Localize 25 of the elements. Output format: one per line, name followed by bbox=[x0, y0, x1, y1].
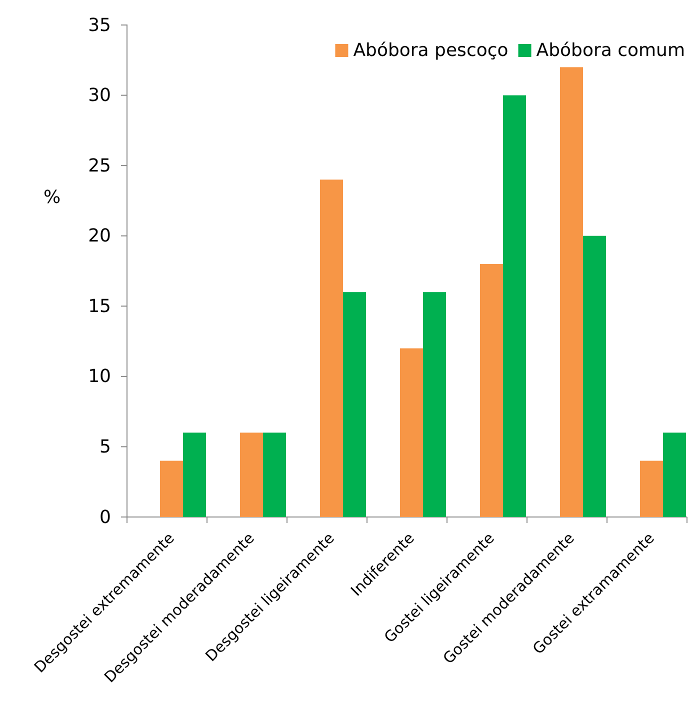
bar bbox=[160, 460, 183, 517]
y-tick-label: 15 bbox=[88, 296, 111, 317]
bar bbox=[560, 67, 583, 517]
bar bbox=[400, 348, 423, 517]
y-tick-label: 25 bbox=[88, 155, 111, 176]
y-tick-label: 0 bbox=[100, 506, 111, 528]
bar bbox=[263, 432, 286, 517]
bar bbox=[183, 432, 206, 517]
y-tick-label: 30 bbox=[88, 85, 111, 106]
y-tick-label: 35 bbox=[88, 14, 111, 36]
bar bbox=[503, 95, 526, 517]
legend-label: Abóbora pescoço bbox=[353, 40, 508, 61]
bar bbox=[640, 460, 663, 517]
y-tick-label: 5 bbox=[100, 436, 111, 458]
bar bbox=[343, 292, 366, 517]
y-tick-label: 10 bbox=[88, 366, 111, 388]
bar bbox=[240, 432, 263, 517]
bar bbox=[583, 236, 606, 517]
bar bbox=[663, 432, 686, 517]
y-axis-title: % bbox=[43, 187, 61, 208]
legend-label: Abóbora comum bbox=[536, 40, 685, 61]
bar bbox=[423, 292, 446, 517]
y-tick-label: 20 bbox=[88, 226, 111, 247]
bar bbox=[480, 264, 503, 517]
bar bbox=[320, 180, 343, 517]
